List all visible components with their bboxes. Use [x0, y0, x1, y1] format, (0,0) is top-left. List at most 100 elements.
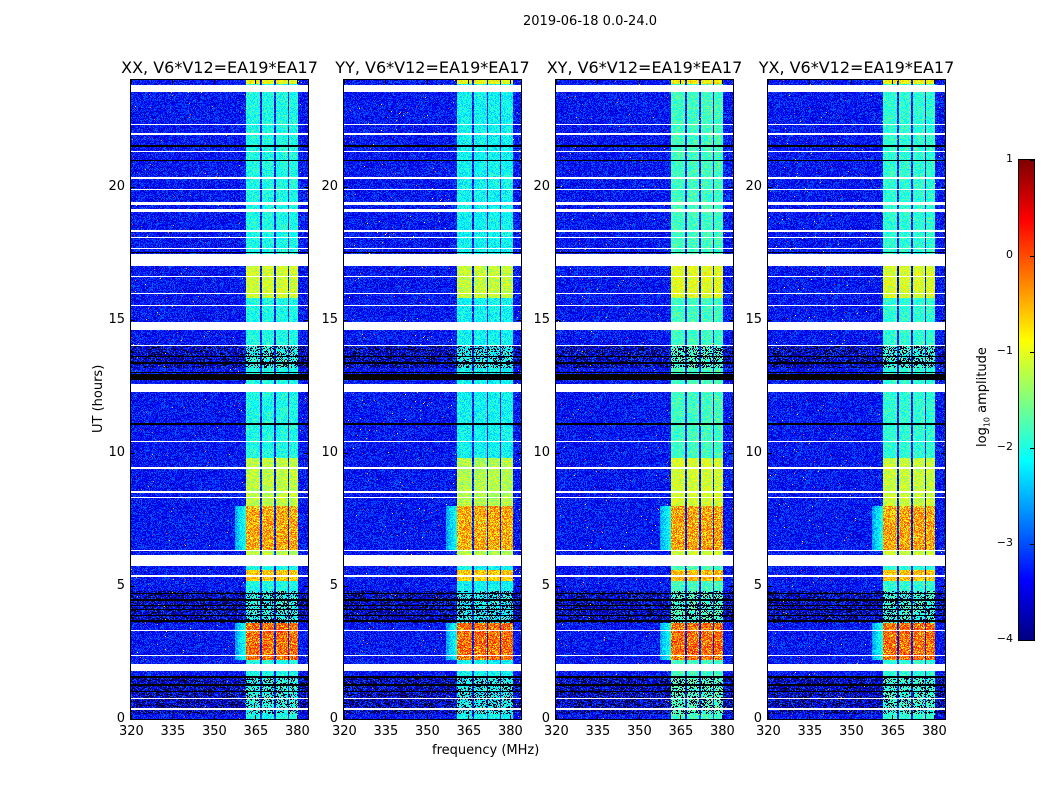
y-tick-right	[941, 319, 945, 321]
y-tick-label: 20	[745, 178, 762, 194]
x-tick	[385, 715, 387, 719]
figure-title: 2019-06-18 0.0-24.0	[523, 14, 657, 29]
colorbar-tick	[1030, 448, 1034, 449]
x-tick-top	[680, 80, 682, 84]
colorbar-tick-label: −2	[996, 440, 1013, 453]
x-tick-label: 335	[585, 724, 611, 739]
y-tick	[344, 186, 348, 188]
colorbar-gradient	[1019, 160, 1034, 640]
y-tick-label: 0	[541, 711, 550, 726]
y-tick	[768, 186, 772, 188]
x-tick-label: 365	[668, 724, 694, 739]
colorbar-tick	[1030, 544, 1034, 545]
y-tick-label: 5	[116, 577, 125, 593]
y-tick	[344, 319, 348, 321]
colorbar-frame	[1018, 159, 1035, 641]
axes-frame	[130, 79, 309, 720]
y-tick	[344, 452, 348, 454]
x-tick-top	[426, 80, 428, 84]
colorbar-tick-label: −3	[996, 536, 1013, 549]
x-tick-label: 335	[160, 724, 186, 739]
x-tick-top	[933, 80, 935, 84]
x-tick-label: 380	[284, 724, 310, 739]
x-tick-top	[213, 80, 215, 84]
colorbar-label-log: log	[975, 427, 990, 447]
x-tick-top	[468, 80, 470, 84]
x-tick	[213, 715, 215, 719]
x-tick	[556, 715, 557, 719]
y-tick	[768, 719, 772, 720]
colorbar-tick	[1030, 640, 1034, 641]
y-tick-right	[517, 452, 521, 454]
x-tick-label: 365	[880, 724, 906, 739]
x-tick	[344, 715, 345, 719]
x-tick	[809, 715, 811, 719]
y-tick-right	[304, 585, 308, 587]
y-tick-label: 20	[533, 178, 550, 194]
y-tick-right	[729, 186, 733, 188]
x-tick-label: 320	[119, 724, 144, 739]
x-tick	[172, 715, 174, 719]
axes-frame	[343, 79, 522, 720]
panel-title: XY, V6*V12=EA19*EA17	[546, 58, 743, 77]
x-tick-label: 320	[544, 724, 569, 739]
waterfall-heatmap	[344, 80, 521, 719]
y-tick-right	[941, 585, 945, 587]
x-tick-top	[172, 80, 174, 84]
x-tick-label: 380	[709, 724, 735, 739]
waterfall-heatmap	[768, 80, 945, 719]
x-tick-top	[296, 80, 298, 84]
x-tick-top	[809, 80, 811, 84]
y-tick-right	[941, 186, 945, 188]
x-tick	[768, 715, 769, 719]
y-tick-right	[517, 319, 521, 321]
y-tick	[131, 186, 135, 188]
y-tick-right	[304, 719, 308, 720]
y-tick-right	[517, 719, 521, 720]
y-tick-right	[517, 186, 521, 188]
x-tick-top	[850, 80, 852, 84]
x-tick-label: 350	[626, 724, 652, 739]
y-tick-label: 15	[321, 311, 338, 327]
waterfall-heatmap	[556, 80, 733, 719]
colorbar-tick-label: −4	[996, 632, 1013, 645]
y-tick-right	[304, 186, 308, 188]
axes-frame	[555, 79, 734, 720]
colorbar-tick-label: 0	[1006, 248, 1013, 261]
colorbar-label-sub: 10	[982, 416, 992, 428]
x-tick-label: 350	[414, 724, 440, 739]
y-tick-label: 5	[753, 577, 762, 593]
x-tick	[597, 715, 599, 719]
colorbar-label: log10 amplitude	[975, 347, 992, 447]
y-tick-right	[729, 319, 733, 321]
y-tick-label: 5	[541, 577, 550, 593]
y-tick	[131, 585, 135, 587]
y-tick	[131, 719, 135, 720]
colorbar-tick-label: −1	[996, 344, 1013, 357]
colorbar-tick	[1030, 160, 1034, 161]
panel-title: YX, V6*V12=EA19*EA17	[758, 58, 955, 77]
x-tick-top	[768, 80, 769, 84]
colorbar-tick	[1030, 256, 1034, 257]
x-tick-label: 350	[838, 724, 864, 739]
y-tick-label: 5	[329, 577, 338, 593]
x-tick-top	[509, 80, 511, 84]
x-tick	[721, 715, 723, 719]
x-axis-label: frequency (MHz)	[432, 743, 540, 758]
y-tick-label: 0	[116, 711, 125, 726]
y-tick	[344, 585, 348, 587]
x-tick-label: 335	[797, 724, 823, 739]
x-tick-top	[255, 80, 257, 84]
x-tick-label: 320	[756, 724, 781, 739]
colorbar-tick	[1030, 352, 1034, 353]
x-tick-label: 335	[373, 724, 399, 739]
y-tick-right	[304, 319, 308, 321]
y-tick-right	[941, 719, 945, 720]
x-tick-label: 365	[456, 724, 482, 739]
y-tick	[556, 186, 560, 188]
y-tick	[131, 452, 135, 454]
panel-title: YY, V6*V12=EA19*EA17	[335, 58, 530, 77]
x-tick	[638, 715, 640, 719]
y-tick-label: 10	[108, 444, 125, 460]
axes-frame	[767, 79, 946, 720]
